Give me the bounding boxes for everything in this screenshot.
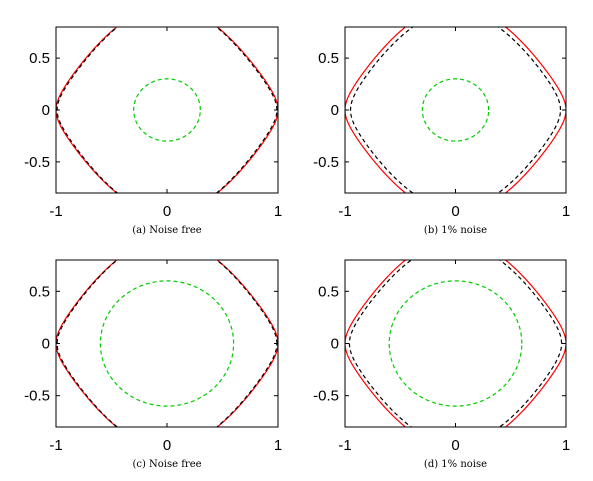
series-reconstruction-b [349, 27, 562, 193]
y-tick-label-b: 0 [331, 102, 339, 119]
axes-box-b [344, 26, 567, 194]
series-true-boundary-a [56, 27, 278, 193]
x-tick-label-a: 1 [274, 203, 282, 220]
series-reconstruction-d [348, 260, 563, 427]
series-reconstruction-c [56, 260, 278, 427]
axes-box-d [344, 259, 567, 428]
x-tick-label-d: -1 [338, 437, 351, 454]
x-tick-label-a: -1 [49, 203, 62, 220]
y-tick-label-d: 0 [331, 336, 339, 353]
caption-c: (c) Noise free [132, 459, 201, 470]
axes-box-c [55, 259, 279, 428]
x-tick-label-b: 0 [451, 203, 459, 220]
series-initial-guess-b [421, 78, 490, 142]
y-tick-label-c: 0.5 [29, 283, 50, 300]
series-true-boundary-b [345, 27, 566, 193]
axes-box-a [55, 26, 279, 194]
series-true-boundary-d [345, 260, 566, 427]
x-tick-label-c: 0 [163, 437, 171, 454]
y-tick-label-a: 0.5 [29, 50, 50, 67]
series-true-boundary-c [56, 260, 278, 427]
panel-d: -1 0 1 0.5 0 -0.5 (d) 1% noise [313, 259, 570, 470]
series-initial-guess-c [99, 280, 235, 407]
series-initial-guess-d [388, 280, 523, 407]
y-tick-label-b: 0.5 [318, 50, 339, 67]
y-tick-label-d: 0.5 [318, 283, 339, 300]
x-tick-label-c: 1 [274, 437, 282, 454]
x-tick-label-d: 1 [562, 437, 570, 454]
y-tick-label-c: -0.5 [24, 388, 50, 405]
x-tick-label-a: 0 [163, 203, 171, 220]
series-reconstruction-a [56, 27, 278, 193]
caption-a: (a) Noise free [132, 225, 202, 236]
y-tick-label-a: 0 [42, 102, 50, 119]
y-tick-label-a: -0.5 [24, 154, 50, 171]
x-tick-label-d: 0 [451, 437, 459, 454]
y-tick-label-d: -0.5 [313, 388, 339, 405]
panel-c: -1 0 1 0.5 0 -0.5 (c) Noise free [24, 259, 282, 470]
caption-d: (d) 1% noise [424, 459, 487, 470]
panel-a: -1 0 1 0.5 0 -0.5 (a) Noise free [24, 26, 282, 236]
panel-b: -1 0 1 0.5 0 -0.5 (b) 1% noise [313, 26, 570, 236]
caption-b: (b) 1% noise [424, 225, 487, 236]
y-tick-label-b: -0.5 [313, 154, 339, 171]
series-initial-guess-a [133, 78, 201, 142]
x-tick-label-c: -1 [49, 437, 62, 454]
y-tick-label-c: 0 [42, 336, 50, 353]
x-tick-label-b: -1 [338, 203, 351, 220]
x-tick-label-b: 1 [562, 203, 570, 220]
